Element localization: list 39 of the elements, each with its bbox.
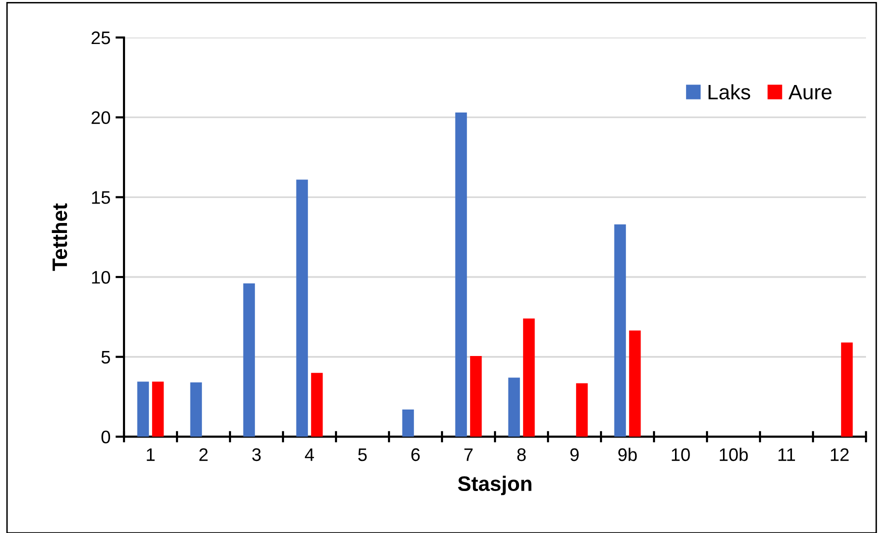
bar xyxy=(152,382,164,437)
legend-label: Aure xyxy=(788,84,832,100)
bar xyxy=(402,410,414,437)
bar xyxy=(455,112,467,437)
bar xyxy=(614,224,626,437)
y-axis-title: Tetthet xyxy=(52,203,68,271)
bar xyxy=(523,318,535,437)
y-tick-label: 20 xyxy=(92,111,110,124)
x-tick-label: 10 xyxy=(672,448,690,462)
bar xyxy=(629,330,641,437)
x-tick-label: 10b xyxy=(720,448,748,462)
bar xyxy=(137,382,149,437)
x-tick-label: 8 xyxy=(517,448,526,462)
x-tick-label: 11 xyxy=(778,448,795,461)
x-tick-label: 6 xyxy=(411,448,420,462)
y-tick-label: 10 xyxy=(92,270,110,284)
x-tick-label: 2 xyxy=(199,448,208,461)
x-tick-label: 9 xyxy=(570,448,579,462)
y-tick-label: 0 xyxy=(101,430,110,444)
bar xyxy=(841,342,853,437)
legend-label: Laks xyxy=(708,84,750,100)
bar xyxy=(311,372,323,437)
x-tick-label: 3 xyxy=(252,448,261,462)
x-tick-label: 4 xyxy=(304,448,314,461)
x-tick-label: 5 xyxy=(358,448,367,462)
y-tick-label: 5 xyxy=(101,350,110,364)
y-tick-label: 15 xyxy=(92,191,110,204)
x-axis-title: Stasjon xyxy=(458,476,532,496)
y-tick-label: 25 xyxy=(92,31,110,44)
bar xyxy=(190,382,202,437)
x-tick-label: 12 xyxy=(830,448,849,461)
x-tick-label: 7 xyxy=(464,448,473,461)
bar xyxy=(243,283,255,437)
bar xyxy=(470,356,482,437)
x-tick-label: 9b xyxy=(618,448,637,462)
bar xyxy=(576,383,588,437)
x-tick-label: 1 xyxy=(146,448,155,461)
bar xyxy=(508,378,520,437)
bar xyxy=(296,180,308,437)
